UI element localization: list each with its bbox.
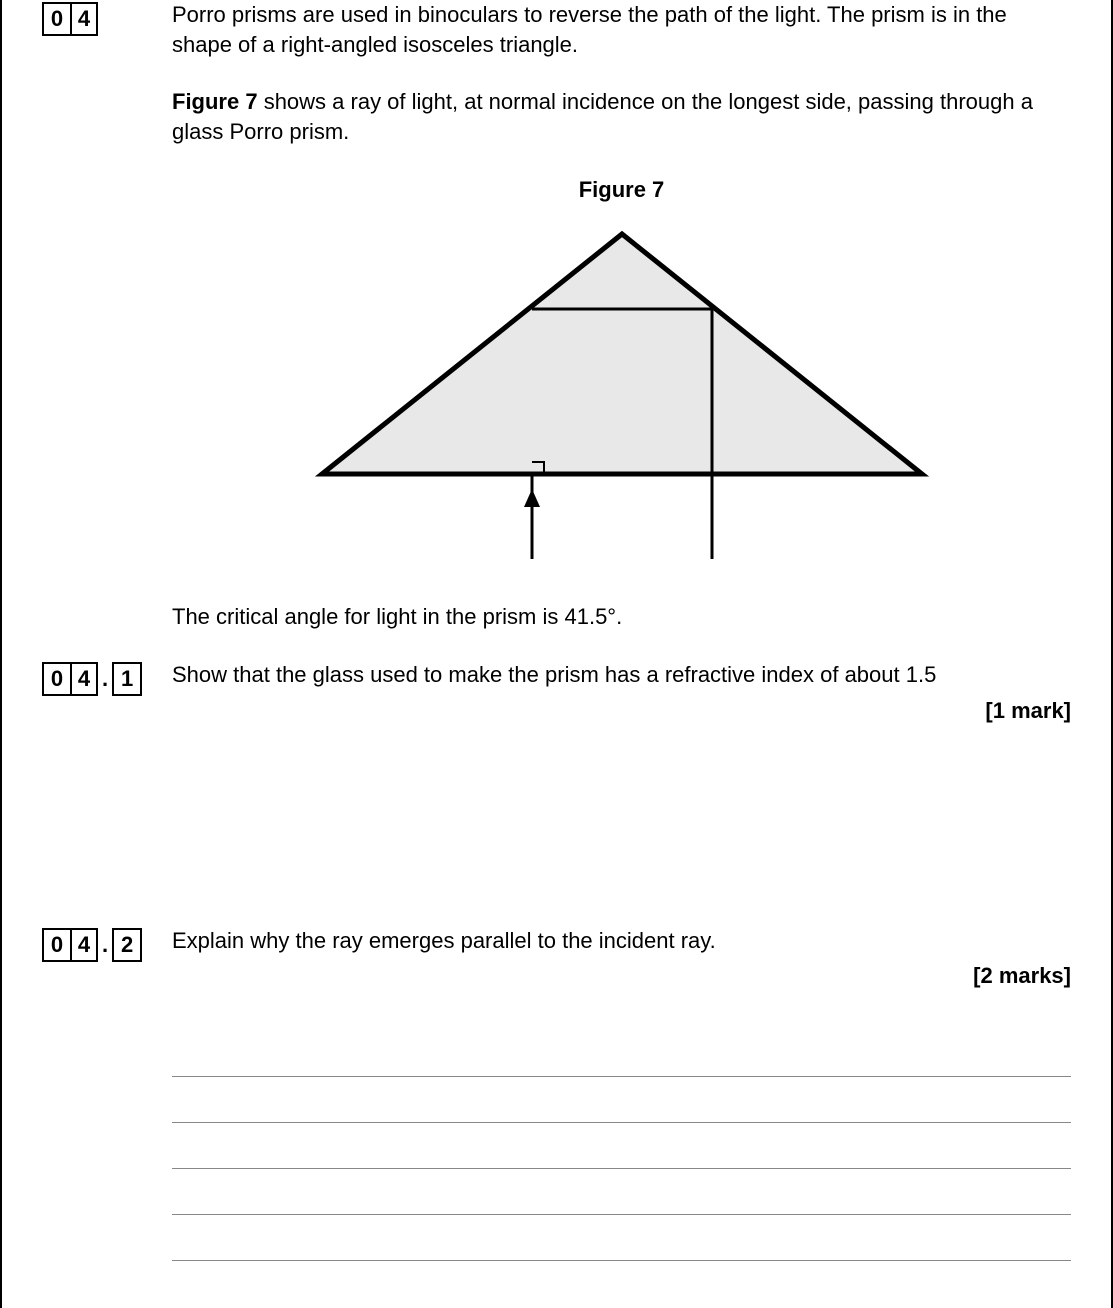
question-number-04: 0 4: [42, 2, 98, 36]
qnum-cell: 4: [70, 930, 96, 960]
qnum-box: 0 4: [42, 662, 98, 696]
figure-ref-rest: shows a ray of light, at normal incidenc…: [172, 89, 1033, 144]
figure-ref-bold: Figure 7: [172, 89, 258, 114]
spacer: [42, 59, 1071, 87]
qnum-cell: 0: [44, 4, 70, 34]
prism-diagram: [302, 214, 942, 574]
qnum-cell: 4: [70, 4, 96, 34]
qnum-dot: .: [98, 932, 112, 958]
question-number-column: [42, 87, 172, 89]
question-number-column: [42, 214, 172, 216]
question-number-04-1: 0 4 . 1: [42, 662, 142, 696]
question-number-04-2: 0 4 . 2: [42, 928, 142, 962]
answer-line[interactable]: [172, 1123, 1071, 1169]
answer-line[interactable]: [172, 1215, 1071, 1261]
figure-label-wrap: Figure 7: [172, 147, 1071, 215]
critical-angle-row: The critical angle for light in the pris…: [42, 602, 1071, 632]
question-number-column: [42, 147, 172, 149]
answer-space-04-1: [42, 726, 1071, 926]
qnum-dot: .: [98, 666, 112, 692]
answer-line[interactable]: [172, 1031, 1071, 1077]
qnum-box: 1: [112, 662, 142, 696]
question-04-intro: Porro prisms are used in binoculars to r…: [172, 0, 1071, 59]
exam-page: 0 4 Porro prisms are used in binoculars …: [0, 0, 1113, 1308]
qnum-box: 0 4: [42, 928, 98, 962]
qnum-cell: 0: [44, 930, 70, 960]
figure-label-row: Figure 7: [42, 147, 1071, 215]
question-04-1-marks: [1 mark]: [172, 696, 1071, 726]
question-number-column: 0 4 . 2: [42, 926, 172, 962]
question-number-column: 0 4: [42, 0, 172, 36]
qnum-cell: 4: [70, 664, 96, 694]
figure-ref-text: Figure 7 shows a ray of light, at normal…: [172, 87, 1071, 146]
question-number-column: [42, 602, 172, 604]
ray-arrow-icon: [524, 489, 540, 507]
answer-line[interactable]: [172, 1169, 1071, 1215]
answer-lines-04-2: [172, 1031, 1071, 1261]
question-04-2-text: Explain why the ray emerges parallel to …: [172, 928, 716, 953]
question-04-2-content: Explain why the ray emerges parallel to …: [172, 926, 1071, 1261]
intro-text: Porro prisms are used in binoculars to r…: [172, 2, 1007, 57]
figure-7: [172, 214, 1071, 574]
critical-angle-text: The critical angle for light in the pris…: [172, 602, 1071, 632]
question-number-column: 0 4 . 1: [42, 660, 172, 696]
question-04-2-marks: [2 marks]: [172, 961, 1071, 991]
qnum-cell: 2: [114, 930, 140, 960]
question-04-row: 0 4 Porro prisms are used in binoculars …: [42, 0, 1071, 59]
qnum-cell: 1: [114, 664, 140, 694]
qnum-cell: 0: [44, 664, 70, 694]
spacer: [42, 632, 1071, 660]
question-04-2-row: 0 4 . 2 Explain why the ray emerges para…: [42, 926, 1071, 1261]
question-04-1-row: 0 4 . 1 Show that the glass used to make…: [42, 660, 1071, 725]
question-04-1-content: Show that the glass used to make the pri…: [172, 660, 1071, 725]
answer-line[interactable]: [172, 1077, 1071, 1123]
qnum-box: 2: [112, 928, 142, 962]
figure-label: Figure 7: [172, 175, 1071, 205]
prism-triangle: [322, 234, 922, 474]
figure-row: [42, 214, 1071, 602]
figure-ref-row: Figure 7 shows a ray of light, at normal…: [42, 87, 1071, 146]
question-04-1-text: Show that the glass used to make the pri…: [172, 662, 936, 687]
